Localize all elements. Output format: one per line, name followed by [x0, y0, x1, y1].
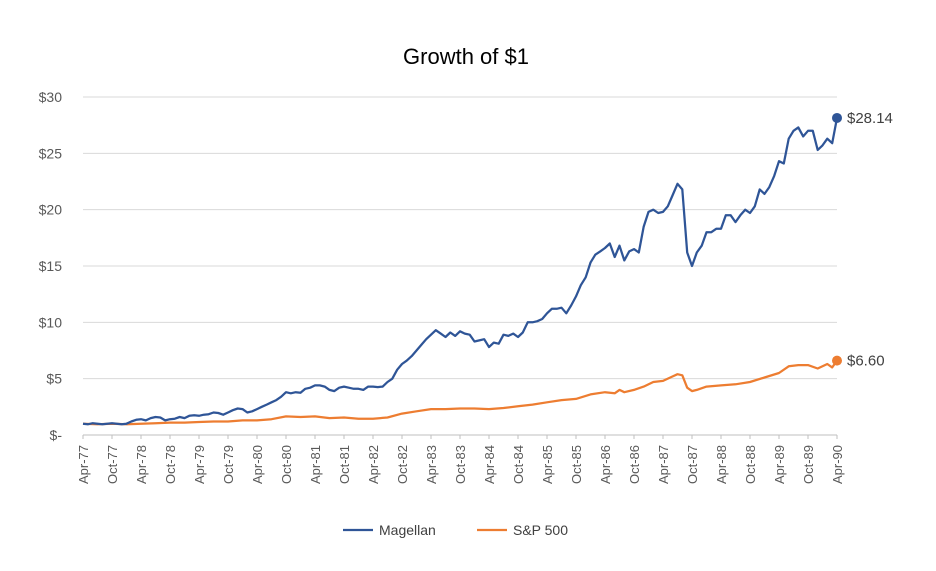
end-point-magellan	[832, 112, 842, 123]
x-tick-label: Oct-80	[279, 445, 294, 484]
y-tick-label: $15	[39, 258, 63, 274]
x-tick-label: Apr-87	[656, 445, 671, 484]
series-line-s-p-500	[82, 359, 838, 426]
y-tick-label: $20	[39, 202, 63, 218]
legend-label-magellan: Magellan	[379, 522, 436, 538]
end-point-s-p-500	[832, 355, 842, 366]
x-tick-label: Oct-83	[453, 445, 468, 484]
x-tick-label: Apr-81	[308, 445, 323, 484]
x-tick-label: Oct-79	[221, 445, 236, 484]
x-tick-label: Oct-85	[569, 445, 584, 484]
end-label-s-p-500: $6.60	[847, 353, 885, 370]
y-tick-label: $30	[39, 89, 63, 105]
x-tick-label: Apr-78	[134, 445, 149, 484]
x-tick-label: Oct-87	[685, 445, 700, 484]
chart-title: Growth of $1	[403, 44, 529, 69]
x-tick-label: Apr-86	[598, 445, 613, 484]
gridlines	[83, 96, 837, 436]
x-tick-label: Apr-82	[366, 445, 381, 484]
y-tick-label: $10	[39, 314, 63, 330]
x-tick-label: Oct-77	[105, 445, 120, 484]
x-tick-label: Apr-85	[540, 445, 555, 484]
legend: Magellan S&P 500	[343, 522, 568, 538]
x-tick-label: Oct-88	[743, 445, 758, 484]
x-tick-label: Apr-77	[76, 445, 91, 484]
x-tick-label: Apr-88	[714, 445, 729, 484]
x-tick-label: Apr-79	[192, 445, 207, 484]
x-tick-label: Oct-81	[337, 445, 352, 484]
end-points: $6.60 $28.14	[832, 110, 893, 370]
x-tick-label: Apr-83	[424, 445, 439, 484]
x-tick-label: Apr-90	[830, 445, 845, 484]
x-tick-label: Oct-78	[163, 445, 178, 484]
x-tick-label: Oct-89	[801, 445, 816, 484]
series-line-magellan	[82, 117, 839, 426]
x-tick-label: Apr-80	[250, 445, 265, 484]
x-tick-label: Apr-84	[482, 445, 497, 484]
y-axis-ticks: $- $5 $10 $15 $20 $25 $30	[39, 89, 63, 443]
series-lines	[82, 117, 839, 426]
x-axis-ticks: Apr-77 Oct-77 Apr-78 Oct-78 Apr-79 Oct-79 Apr-…	[76, 435, 845, 484]
x-tick-label: Oct-82	[395, 445, 410, 484]
x-tick-label: Oct-86	[627, 445, 642, 484]
legend-label-s-p-500: S&P 500	[513, 522, 568, 538]
x-tick-label: Oct-84	[511, 445, 526, 484]
y-tick-label: $5	[46, 371, 62, 387]
x-tick-label: Apr-89	[772, 445, 787, 484]
y-tick-label: $-	[50, 427, 63, 443]
y-tick-label: $25	[39, 145, 63, 161]
end-label-magellan: $28.14	[847, 110, 893, 127]
